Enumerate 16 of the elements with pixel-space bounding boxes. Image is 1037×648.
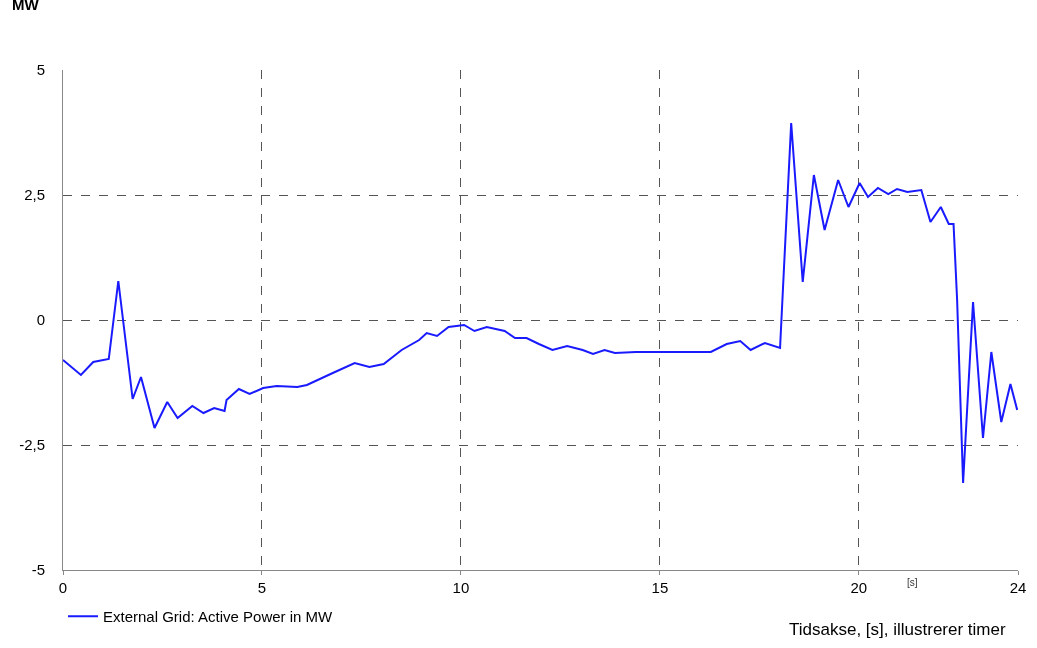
x-tick-label: 5 [257, 579, 267, 596]
x-tick-label: 20 [850, 579, 868, 596]
y-tick-label: -2,5 [19, 436, 45, 454]
y-axis-title: MW [12, 0, 40, 13]
y-tick-label: 5 [36, 61, 45, 79]
x-tick-label: 0 [58, 579, 68, 596]
y-tick-label: 2,5 [24, 186, 45, 204]
y-tick-label: 0 [36, 311, 45, 329]
x-tick-label: 15 [651, 579, 669, 596]
x-tick-label: 10 [452, 579, 470, 596]
x-tick-label: 24 [1009, 579, 1027, 596]
y-tick-label: -5 [31, 561, 45, 579]
line-series [63, 122, 1018, 484]
x-axis-title: Tidsakse, [s], illustrerer timer [789, 620, 1006, 639]
legend-label: External Grid: Active Power in MW [103, 608, 334, 626]
text: [s] [907, 577, 918, 588]
